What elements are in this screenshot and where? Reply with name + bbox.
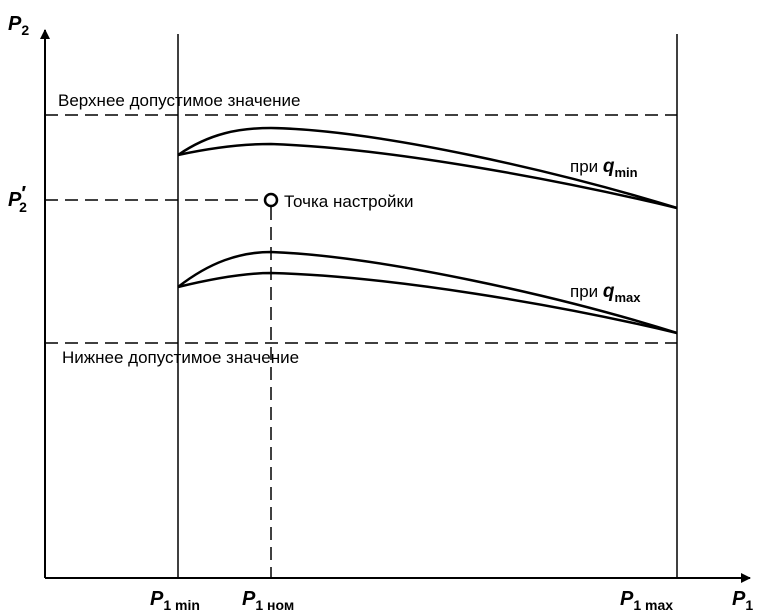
- series-qmax-label: при qmax: [570, 281, 641, 305]
- x-tick-p1-nom: P1 ном: [242, 588, 294, 612]
- x-tick-p1-min: P1 min: [150, 588, 200, 612]
- series-qmax-upper: [177, 250, 678, 335]
- y-axis-label: P2: [8, 13, 29, 38]
- lower-limit-label: Нижнее допустимое значение: [62, 348, 299, 367]
- upper-limit-label: Верхнее допустимое значение: [58, 91, 300, 110]
- x-axis-label: P1: [732, 588, 753, 612]
- series-qmin-label: при qmin: [570, 156, 638, 180]
- x-tick-p1-max: P1 max: [620, 588, 673, 612]
- setpoint-label: Точка настройки: [284, 192, 413, 211]
- setpoint-y-label: P′ 2: [8, 183, 27, 215]
- series-qmax-lower: [177, 271, 678, 335]
- series-qmin-lower: [177, 142, 678, 210]
- setpoint-marker: [263, 192, 279, 208]
- series-qmin-upper: [177, 126, 678, 210]
